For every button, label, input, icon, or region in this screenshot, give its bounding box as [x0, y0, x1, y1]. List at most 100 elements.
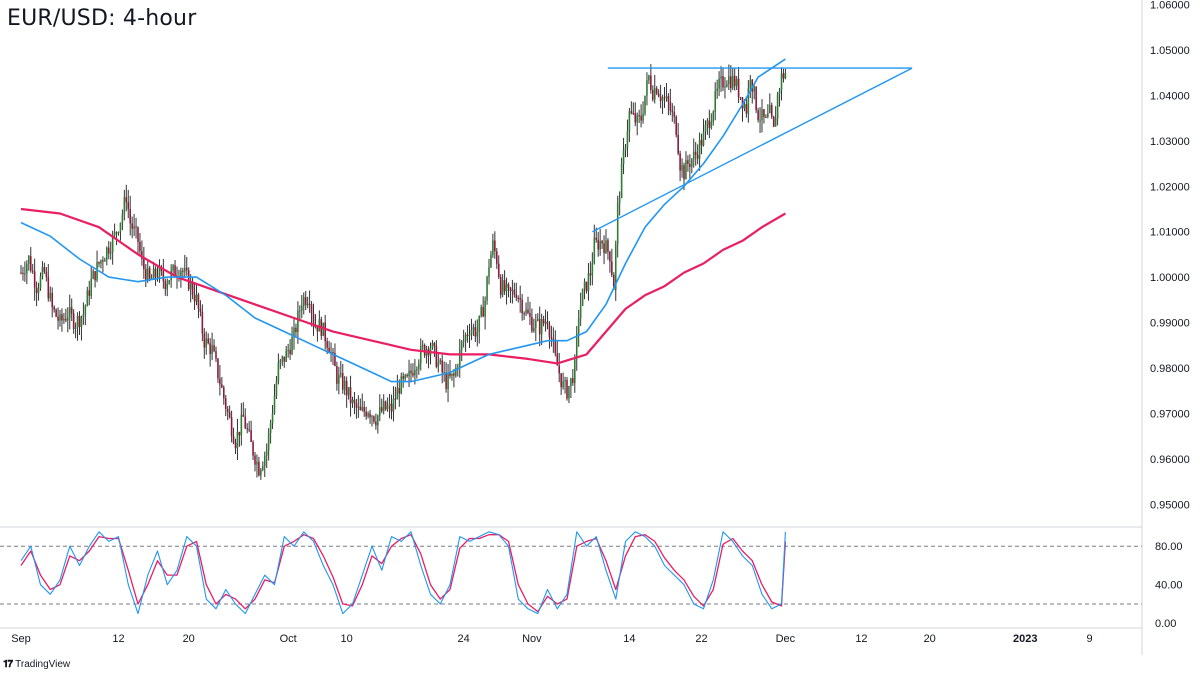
- candle-body: [464, 334, 467, 341]
- candle-body: [402, 376, 404, 379]
- candle-body: [601, 241, 603, 244]
- candle-body: [603, 243, 605, 254]
- candle-body: [70, 307, 73, 314]
- candle-body: [468, 334, 471, 336]
- candle-body: [113, 232, 116, 236]
- candle-body: [572, 378, 574, 384]
- candle-body: [240, 414, 243, 436]
- candle-body: [591, 263, 594, 276]
- y-tick-label: 0.98000: [1150, 363, 1190, 375]
- candle-body: [129, 209, 131, 224]
- candle-body: [575, 333, 578, 360]
- candle-body: [232, 436, 235, 443]
- candle-body: [141, 251, 143, 259]
- candle-body: [357, 406, 360, 408]
- candle-body: [470, 329, 473, 335]
- candle-body: [620, 163, 623, 198]
- brand[interactable]: 𝟏𝟕 TradingView: [3, 659, 70, 670]
- candle-body: [708, 120, 711, 129]
- candle-body: [98, 262, 100, 264]
- candle-body: [349, 387, 352, 404]
- x-tick-label: 22: [695, 633, 707, 645]
- candle-body: [234, 442, 237, 449]
- candle-body: [265, 450, 268, 456]
- candle-body: [722, 76, 724, 88]
- candle-body: [37, 288, 40, 294]
- candle-body: [258, 461, 260, 476]
- candle-body: [47, 276, 50, 299]
- candle-body: [332, 352, 334, 354]
- candle-body: [763, 109, 765, 117]
- candle-body: [587, 273, 590, 292]
- candle-body: [217, 358, 219, 379]
- candle-body: [449, 372, 451, 377]
- candle-body: [65, 318, 67, 321]
- candles: [20, 64, 787, 480]
- y-tick-label: 0.99000: [1150, 318, 1190, 330]
- candle-body: [665, 96, 668, 99]
- y-tick-label: 1.02000: [1150, 181, 1190, 193]
- candle-body: [400, 376, 403, 394]
- candle-body: [607, 240, 609, 252]
- candle-body: [638, 115, 640, 117]
- candle-body: [90, 278, 92, 296]
- candle-body: [772, 116, 775, 127]
- candle-body: [207, 338, 209, 344]
- candle-body: [334, 353, 336, 367]
- candle-body: [644, 95, 646, 114]
- y-tick-label: 0.96000: [1150, 454, 1190, 466]
- candle-body: [143, 258, 145, 270]
- y-tick-label: 0.97000: [1150, 408, 1190, 420]
- candle-body: [423, 345, 426, 356]
- candle-body: [476, 332, 479, 337]
- candle-body: [757, 110, 759, 120]
- candle-body: [162, 271, 165, 281]
- candle-body: [336, 366, 338, 384]
- candle-body: [51, 292, 53, 308]
- candle-body: [616, 203, 619, 245]
- candle-body: [455, 367, 457, 376]
- candle-body: [599, 241, 601, 250]
- candle-body: [655, 88, 658, 94]
- candle-body: [341, 373, 344, 390]
- candle-body: [187, 270, 190, 290]
- candle-body: [484, 300, 486, 317]
- candle-body: [679, 153, 681, 171]
- candle-body: [724, 86, 726, 88]
- candle-body: [441, 360, 443, 373]
- candle-body: [447, 372, 449, 389]
- x-tick-label: Sep: [11, 633, 31, 645]
- candle-body: [712, 111, 715, 123]
- candle-body: [490, 254, 492, 268]
- candle-body: [275, 381, 278, 396]
- candle-body: [148, 268, 151, 279]
- candle-body: [536, 319, 539, 321]
- candle-body: [435, 345, 438, 367]
- candle-body: [642, 113, 644, 121]
- candle-body: [525, 309, 527, 314]
- candle-body: [492, 240, 494, 255]
- candle-body: [529, 313, 531, 317]
- candle-body: [302, 297, 305, 306]
- candle-body: [170, 270, 172, 281]
- candle-body: [556, 353, 559, 366]
- candle-body: [462, 340, 465, 342]
- candle-body: [410, 370, 412, 374]
- x-tick-label: 24: [458, 633, 470, 645]
- candle-body: [488, 267, 490, 278]
- candle-body: [306, 303, 309, 305]
- candle-body: [375, 421, 377, 426]
- candle-body: [238, 431, 241, 436]
- candle-body: [716, 88, 718, 92]
- candle-body: [613, 274, 615, 290]
- candle-body: [256, 461, 258, 465]
- axes: 1.06000 1.05000 1.04000 1.03000 1.02000 1.010…: [11, 0, 1190, 645]
- candle-body: [443, 372, 445, 374]
- candle-body: [211, 345, 213, 355]
- candle-body: [669, 101, 672, 111]
- candle-body: [371, 416, 373, 418]
- candle-body: [244, 416, 247, 429]
- candle-body: [392, 398, 395, 412]
- candle-body: [451, 373, 453, 377]
